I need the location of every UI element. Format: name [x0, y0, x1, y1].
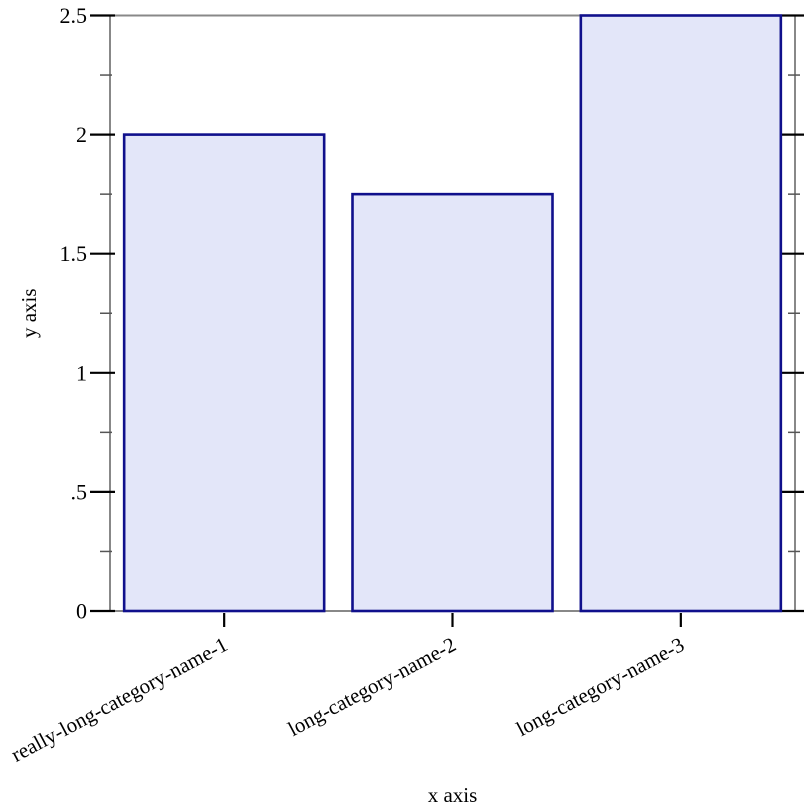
x-category-label: really-long-category-name-1 [7, 632, 231, 767]
y-tick-label: 1.5 [60, 241, 88, 266]
x-axis-title: x axis [428, 783, 478, 807]
y-tick-label: 1 [76, 360, 87, 385]
x-category-label: long-category-name-2 [284, 632, 460, 741]
y-tick-label: 2.5 [60, 3, 88, 28]
bar-1 [122, 133, 326, 613]
y-tick-label: 2 [76, 122, 87, 147]
y-tick-label: 0 [76, 599, 87, 624]
x-category-label: long-category-name-3 [512, 632, 688, 741]
y-axis-title: y axis [17, 288, 41, 338]
bar-3 [579, 14, 783, 613]
bar-2 [351, 192, 554, 613]
y-tick-label: .5 [71, 479, 88, 504]
